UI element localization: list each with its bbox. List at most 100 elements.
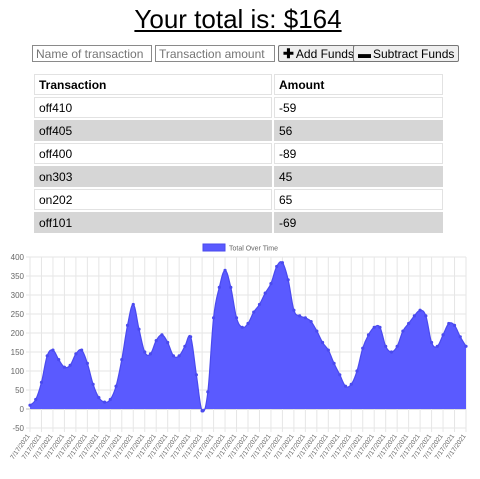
data-point <box>252 310 256 314</box>
data-point <box>85 361 89 365</box>
header-amount: Amount <box>274 74 443 95</box>
series-area <box>30 261 466 412</box>
data-point <box>441 333 445 337</box>
data-point <box>114 384 118 388</box>
data-point <box>292 308 296 312</box>
data-point <box>349 382 353 386</box>
data-point <box>34 397 38 402</box>
data-point <box>366 333 371 337</box>
data-point <box>418 308 422 312</box>
data-point <box>315 329 319 333</box>
table-header-row: Transaction Amount <box>34 74 443 95</box>
data-point <box>263 291 267 295</box>
transaction-name-input[interactable] <box>32 45 152 62</box>
data-point <box>372 325 376 329</box>
data-point <box>240 325 244 329</box>
data-point <box>125 323 130 327</box>
subtract-funds-button[interactable]: ▬ Subtract Funds <box>353 45 460 62</box>
transaction-amount-cell: 56 <box>274 120 443 141</box>
add-funds-button[interactable]: ✚ Add Funds <box>278 45 359 62</box>
data-point <box>458 335 462 339</box>
y-tick-label: 400 <box>11 253 25 262</box>
data-point <box>200 409 204 413</box>
data-point <box>280 261 285 265</box>
data-point <box>120 358 124 362</box>
minus-icon: ▬ <box>358 46 371 61</box>
transaction-amount-cell: -89 <box>274 143 443 164</box>
data-point <box>412 314 416 318</box>
data-point <box>395 344 399 348</box>
data-point <box>452 323 457 327</box>
transaction-amount-cell: 45 <box>274 166 443 187</box>
data-point <box>160 333 164 337</box>
data-point <box>177 354 181 358</box>
data-point <box>183 344 187 348</box>
plus-icon: ✚ <box>283 45 294 61</box>
header-transaction: Transaction <box>34 74 272 95</box>
data-point <box>257 302 262 307</box>
y-tick-label: -50 <box>12 424 24 433</box>
transactions-table: Transaction Amount off410 -59 off405 56 … <box>32 72 445 235</box>
data-point <box>91 382 95 386</box>
data-point <box>246 321 250 326</box>
transaction-name-cell: off101 <box>34 212 272 233</box>
y-tick-label: 250 <box>11 310 25 319</box>
data-point <box>189 335 193 339</box>
data-point <box>229 285 233 289</box>
y-tick-label: 0 <box>20 405 25 414</box>
y-tick-label: 200 <box>11 329 25 338</box>
data-point <box>137 327 141 331</box>
data-point <box>332 361 336 365</box>
data-point <box>57 358 61 362</box>
transaction-name-cell: on202 <box>34 189 272 210</box>
transaction-name-cell: off400 <box>34 143 272 164</box>
y-tick-label: 150 <box>11 348 25 357</box>
data-point <box>97 396 101 400</box>
y-tick-label: 300 <box>11 291 25 300</box>
data-point <box>338 373 342 377</box>
table-row: on303 45 <box>34 166 443 187</box>
data-point <box>194 373 198 377</box>
data-point <box>166 340 170 345</box>
data-point <box>62 365 67 369</box>
data-point <box>447 321 451 326</box>
data-point <box>401 329 405 333</box>
data-point <box>131 302 135 307</box>
table-row: off400 -89 <box>34 143 443 164</box>
data-point <box>234 316 239 320</box>
total-over-time-chart: -500501001502002503003504007/17/20217/17… <box>9 243 468 461</box>
transaction-name-cell: off405 <box>34 120 272 141</box>
data-point <box>355 369 359 373</box>
data-point <box>286 278 290 282</box>
data-point <box>464 344 468 348</box>
transaction-amount-cell: -59 <box>274 97 443 118</box>
data-point <box>211 316 216 320</box>
data-point <box>320 340 325 345</box>
transaction-name-cell: on303 <box>34 166 272 187</box>
data-point <box>384 344 388 348</box>
data-point <box>407 321 411 326</box>
transaction-amount-cell: -69 <box>274 212 443 233</box>
data-point <box>51 348 55 352</box>
data-point <box>378 325 382 329</box>
data-point <box>303 316 307 320</box>
data-point <box>68 363 72 367</box>
add-funds-label: Add Funds <box>295 46 354 61</box>
transaction-amount-cell: 65 <box>274 189 443 210</box>
transaction-amount-input[interactable] <box>155 45 275 62</box>
data-point <box>171 354 176 358</box>
data-point <box>74 352 78 356</box>
subtract-funds-label: Subtract Funds <box>373 46 455 61</box>
data-point <box>309 320 313 324</box>
data-point <box>298 314 302 318</box>
data-point <box>108 397 112 402</box>
data-point <box>424 314 428 318</box>
data-point <box>45 354 49 358</box>
y-tick-label: 50 <box>15 386 24 395</box>
data-point <box>326 348 330 352</box>
data-point <box>80 348 84 352</box>
legend-label: Total Over Time <box>229 246 278 253</box>
data-point <box>143 350 147 354</box>
data-point <box>217 285 221 289</box>
data-point <box>154 339 158 343</box>
